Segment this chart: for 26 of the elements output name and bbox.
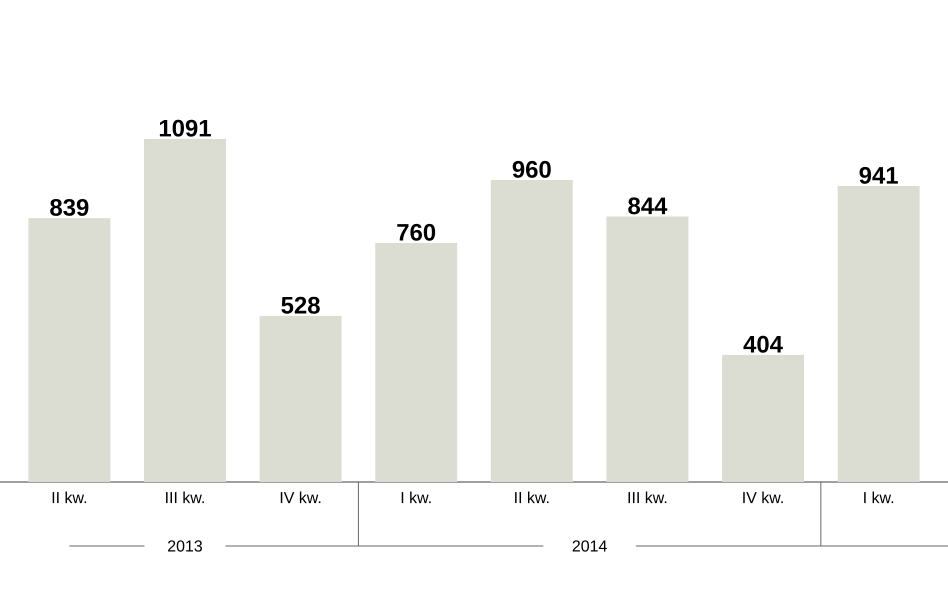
x-tick-label: III kw. xyxy=(628,492,666,504)
x-tick-label: IV kw. xyxy=(743,492,783,504)
data-label: 844 xyxy=(628,197,668,214)
text: 2013 xyxy=(168,540,202,552)
bar xyxy=(375,242,458,482)
bar xyxy=(838,186,920,482)
data-label: 1091 xyxy=(160,120,211,137)
x-tick-label: III kw. xyxy=(166,492,204,504)
bar xyxy=(606,216,688,482)
x-tick-label: IV kw. xyxy=(280,492,320,504)
x-tick-label: II kw. xyxy=(52,492,86,504)
data-label: 760 xyxy=(397,224,436,241)
x-tick-label: I kw. xyxy=(864,492,894,504)
data-label: 404 xyxy=(743,336,783,353)
bar xyxy=(144,138,226,482)
bar xyxy=(28,218,110,482)
bar xyxy=(722,354,804,482)
data-label: 528 xyxy=(281,296,320,314)
x-tick-label: I kw. xyxy=(402,492,431,504)
bar xyxy=(260,316,342,482)
text: 2014 xyxy=(572,540,607,552)
data-label: 941 xyxy=(860,166,898,184)
x-tick-label: II kw. xyxy=(515,492,549,504)
bar xyxy=(490,180,573,482)
data-label: 960 xyxy=(512,160,551,178)
data-label: 839 xyxy=(50,198,88,216)
